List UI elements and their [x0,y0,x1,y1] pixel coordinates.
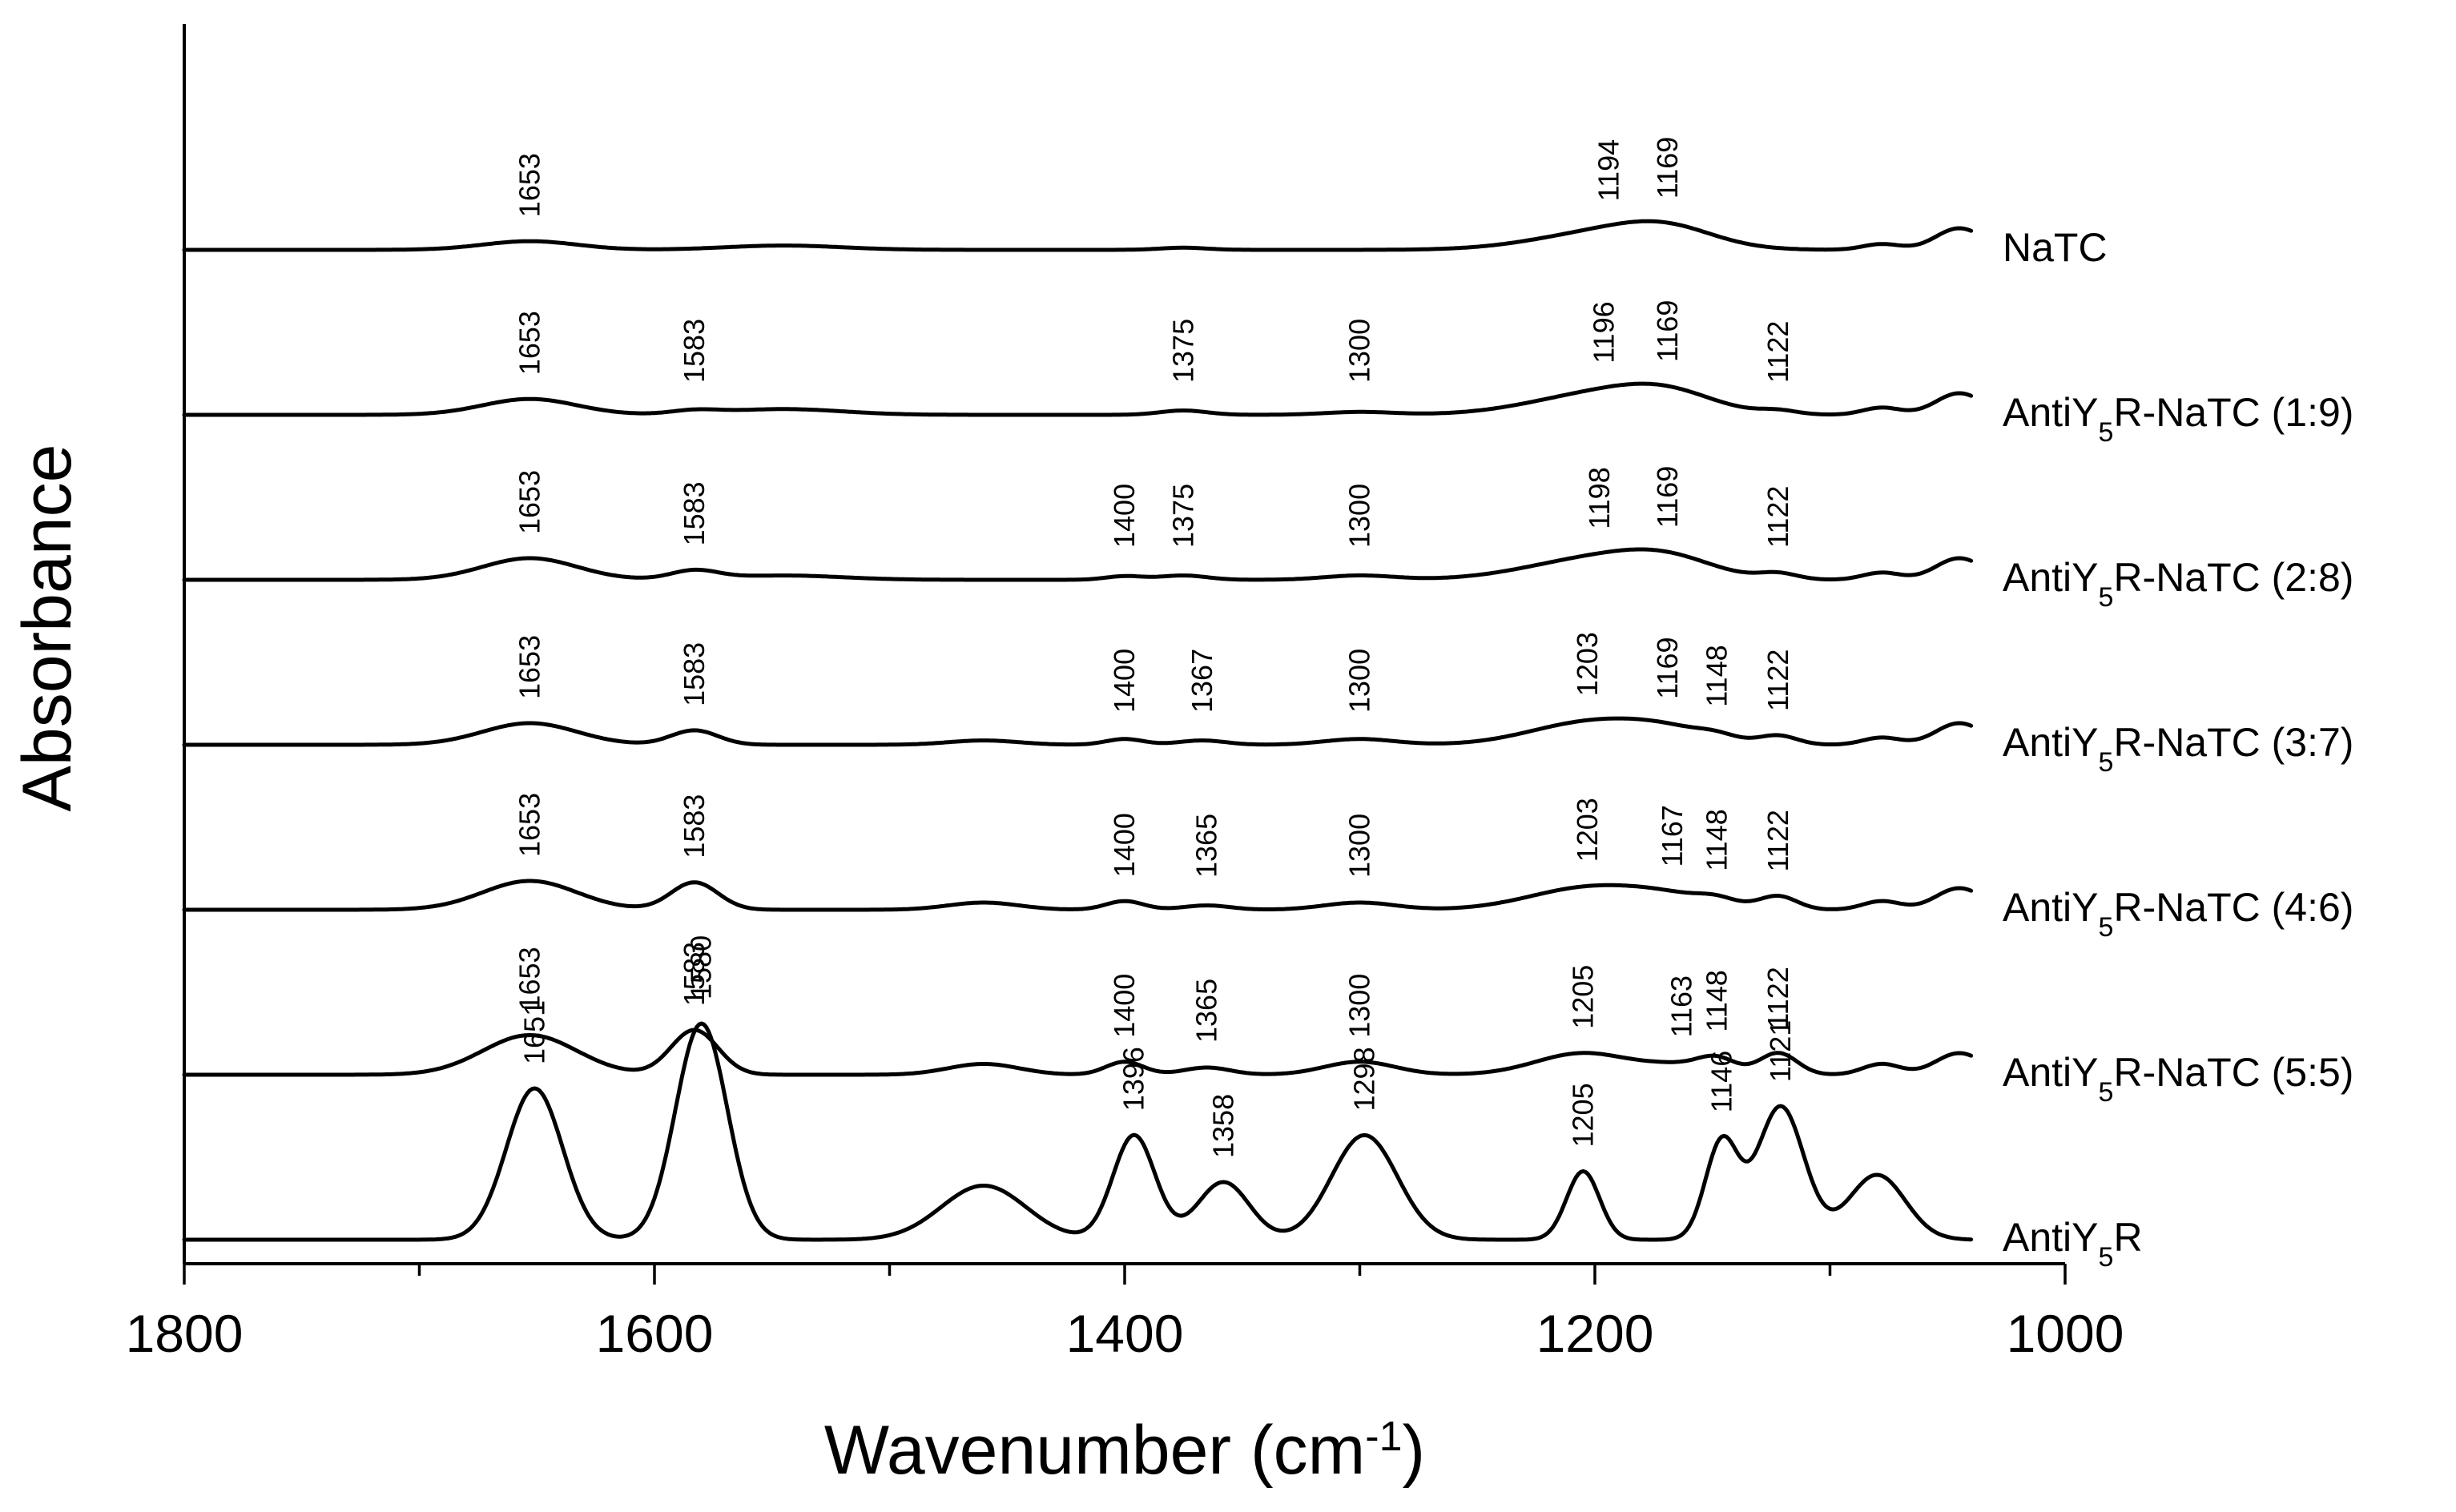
peak-label: 1396 [1117,1047,1150,1111]
y-axis-title: Absorbance [9,444,86,812]
series-label: AntiY5R [2003,1215,2143,1273]
peak-label: 1169 [1651,137,1684,199]
x-axis-title-end: ) [1403,1412,1426,1489]
peak-label: 1583 [678,794,711,859]
series-label: NaTC [2003,225,2108,270]
peak-label: 1169 [1651,637,1684,698]
peak-label: 1148 [1701,970,1733,1031]
peak-label: 1205 [1566,965,1599,1029]
spectra-traces [182,219,1974,1242]
peak-label: 1400 [1108,813,1141,877]
x-tick-label: 1200 [1536,1304,1654,1363]
series-label: AntiY5R-NaTC (5:5) [2003,1050,2353,1108]
peak-label: 1300 [1343,319,1376,383]
peak-label: 1400 [1108,974,1141,1038]
peak-label: 1169 [1651,466,1684,528]
peak-label: 1400 [1108,484,1141,548]
spectrum-trace [182,716,1974,747]
peak-label: 1198 [1583,467,1616,529]
peak-label: 1400 [1108,649,1141,713]
peak-label: 1583 [678,942,711,1006]
peak-label: 1651 [517,1000,550,1064]
peak-label: 1365 [1190,979,1223,1043]
peak-label: 1122 [1761,649,1794,711]
x-tick-label: 1600 [596,1304,714,1363]
x-axis-ticks [183,1264,2067,1285]
x-tick-label: 1000 [2007,1304,2124,1363]
peak-label: 1196 [1588,301,1621,363]
x-tick-label: 1400 [1066,1304,1184,1363]
spectrum-trace [182,381,1974,417]
series-label: AntiY5R-NaTC (3:7) [2003,720,2353,778]
x-axis-tick-labels: 1800 1600 1400 1200 1000 [126,1304,2124,1363]
x-tick-label: 1800 [126,1304,244,1363]
peak-label: 1148 [1701,645,1733,706]
peak-label: 1300 [1343,814,1376,878]
peak-label: 1148 [1701,809,1733,871]
peak-label: 1121 [1764,1020,1797,1082]
spectrum-trace [182,1021,1974,1242]
x-axis-title-main: Wavenumber (cm [824,1412,1365,1489]
spectrum-trace [182,547,1974,582]
peak-labels: 1653 1194 1169 1653 1583 1375 1300 1196 1169 1122… [513,137,1796,1158]
peak-label: 1300 [1343,974,1376,1038]
peak-label: 1653 [513,793,546,857]
peak-label: 1583 [678,481,711,545]
peak-label: 1358 [1206,1094,1239,1158]
series-label: AntiY5R-NaTC (1:9) [2003,390,2353,448]
peak-label: 1583 [678,642,711,706]
peak-label: 1163 [1665,975,1698,1037]
peak-label: 1122 [1761,486,1794,548]
peak-label: 1167 [1656,805,1689,867]
peak-label: 1298 [1347,1047,1380,1111]
peak-label: 1653 [513,311,546,375]
peak-label: 1375 [1166,484,1199,548]
peak-label: 1300 [1343,484,1376,548]
peak-label: 1203 [1571,632,1604,696]
peak-label: 1653 [513,153,546,217]
peak-label: 1194 [1592,139,1625,201]
peak-label: 1365 [1190,814,1223,878]
peak-label: 1146 [1705,1051,1738,1112]
x-axis-title: Wavenumber (cm-1) [824,1412,1425,1489]
x-axis-title-sup: -1 [1365,1413,1402,1460]
peak-label: 1203 [1571,798,1604,862]
peak-label: 1169 [1651,300,1684,362]
peak-label: 1653 [513,470,546,534]
spectrum-trace [182,219,1974,252]
peak-label: 1653 [513,947,546,1011]
spectrum-trace [182,879,1974,912]
peak-label: 1653 [513,635,546,699]
peak-label: 1122 [1761,810,1794,871]
peak-label: 1122 [1761,321,1794,383]
peak-label: 1122 [1761,967,1794,1028]
series-labels: NaTC AntiY5R-NaTC (1:9) AntiY5R-NaTC (2:8)… [2003,225,2353,1273]
peak-label: 1375 [1166,319,1199,383]
peak-label: 1583 [678,319,711,383]
spectrum-trace [182,1027,1974,1077]
peak-label: 1205 [1566,1083,1599,1147]
peak-label: 1580 [685,935,718,999]
series-label: AntiY5R-NaTC (2:8) [2003,555,2353,613]
series-label: AntiY5R-NaTC (4:6) [2003,885,2353,943]
peak-label: 1367 [1186,649,1218,713]
peak-label: 1300 [1343,649,1376,713]
